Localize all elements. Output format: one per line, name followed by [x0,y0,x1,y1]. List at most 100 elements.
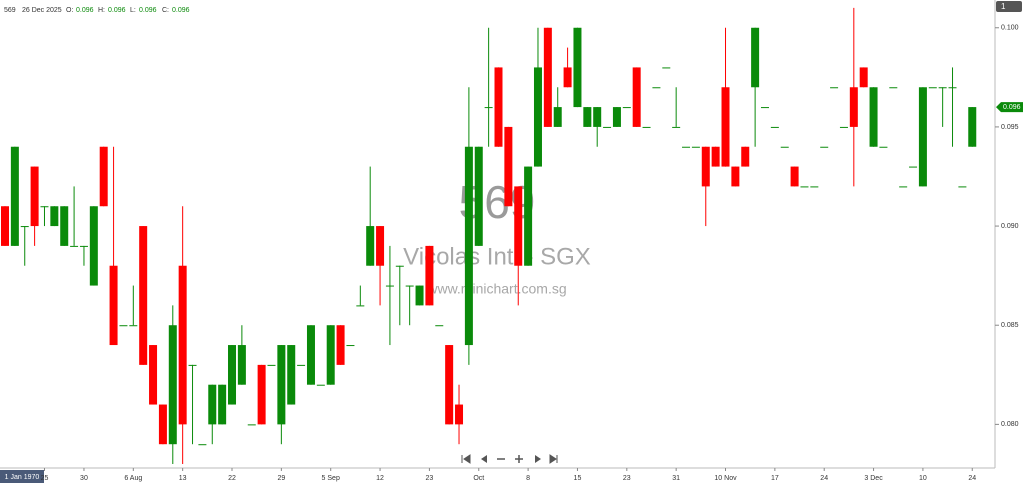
candle-body [533,67,542,167]
candle-body [622,107,631,109]
candle-body [237,345,246,385]
candle-body [494,67,503,147]
candle-body [543,27,552,127]
candle-body [830,87,839,89]
close-value: 0.096 [172,7,190,14]
nav-last[interactable] [549,454,558,464]
candle-body [780,146,789,148]
candle-body [60,206,69,246]
close-label: C: [162,7,169,14]
candle-body [889,87,898,89]
candle-body [632,67,641,127]
nav-first[interactable] [461,454,471,464]
candle-body [751,27,760,88]
candle-body [770,126,779,128]
x-tick-label: 8 [526,475,530,482]
y-tick-label: 0.100 [1001,25,1019,32]
candle-body [336,325,345,365]
candle-body [869,87,878,147]
x-tick-label: 25 [41,475,49,482]
high-value: 0.096 [108,7,126,14]
x-tick-label: 3 Dec [864,475,883,482]
candle-body [524,166,533,266]
candle-body [228,345,237,405]
candle-body [218,384,227,425]
candle-body [1,206,9,246]
candle-body [257,364,266,425]
symbol: 569 [4,7,16,14]
candle-body [326,325,335,385]
candle-body [938,87,947,89]
nav-zoom-in[interactable] [515,455,523,463]
candle-body [455,404,464,425]
candle-body [198,444,207,446]
candle-body [316,384,325,386]
candle-body [603,126,612,128]
candle-body [820,146,829,148]
y-tick-label: 0.090 [1001,223,1019,230]
y-tick-label: 0.095 [1001,124,1019,131]
x-tick-label: 24 [968,475,976,482]
last-price-box [996,102,1023,113]
candle-body [346,345,355,347]
candle-body [612,107,621,127]
corner-label: 1 [1001,2,1006,11]
candle-body [741,146,750,167]
candle-body [968,107,977,147]
candle-body [583,107,592,127]
candle-body [415,285,424,306]
watermark-site: www.minichart.com.sg [426,281,566,297]
x-tick-label: 5 Sep [322,475,340,482]
candle-body [662,67,671,69]
candle-body [484,107,493,109]
navigation [461,454,558,464]
candle-body [642,126,651,128]
low-label: L: [130,7,136,14]
candle-body [731,166,740,187]
candle-body [711,146,720,167]
open-label: O: [66,7,73,14]
high-label: H: [98,7,105,14]
open-value: 0.096 [76,7,94,14]
corner-box [996,1,1022,12]
candle-body [928,87,937,89]
x-tick-label: 6 Aug [124,475,142,482]
candle-body [119,325,128,327]
x-tick-label: 10 Nov [714,475,737,482]
candle-body [721,87,730,167]
candle-body [395,265,404,267]
candle-body [849,87,858,127]
candle-body [79,245,88,247]
candle-body [435,325,444,327]
y-tick-label: 0.080 [1001,421,1019,428]
candle-body [129,325,138,327]
low-value: 0.096 [139,7,157,14]
nav-prev[interactable] [481,455,487,463]
nav-next[interactable] [535,455,541,463]
candle-body [277,345,286,425]
x-tick-label: 31 [672,475,680,482]
candle-body [445,345,454,425]
candle-body [168,325,177,445]
candle-body [474,146,483,246]
x-tick-label: 23 [623,475,631,482]
candle-body [948,87,957,89]
candle-body [593,107,602,127]
candle-body [899,186,908,188]
candle-body [297,364,306,366]
candle-body [10,146,19,246]
x-tick-label: 30 [80,475,88,482]
crosshair-label: 1 Jan 1970 [5,474,40,481]
candle-body [287,345,296,405]
header: 569 26 Dec 2025 O: 0.096 H: 0.096 L: 0.0… [4,7,190,14]
candle-body [20,226,29,228]
x-tick-label: Oct [473,475,484,482]
candle-body [800,186,809,188]
candle-body [247,424,256,426]
candle-body [859,67,868,88]
x-tick-label: 12 [376,475,384,482]
x-tick-label: 17 [771,475,779,482]
candle-body [553,107,562,127]
candle-body [40,206,49,208]
